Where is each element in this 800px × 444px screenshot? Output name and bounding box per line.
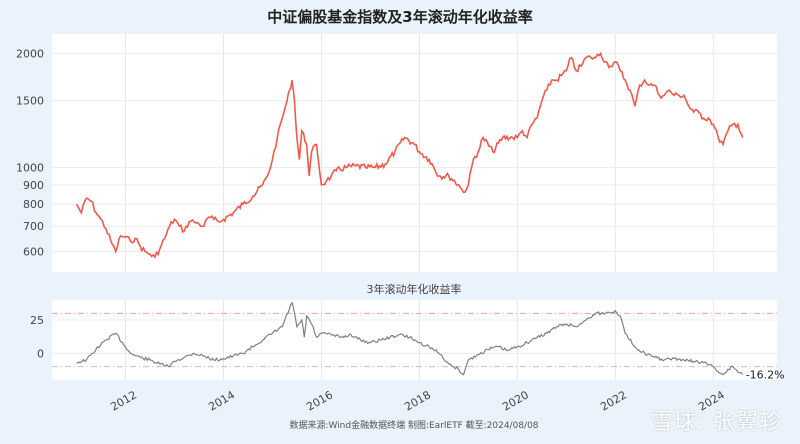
main-y-tick-label: 1500 <box>16 95 44 108</box>
x-tick-label: 2014 <box>206 388 237 413</box>
x-tick-label: 2016 <box>304 388 335 413</box>
index-line <box>75 51 744 259</box>
end-value-label: -16.2% <box>746 369 785 382</box>
sub-y-tick-label: 25 <box>30 314 44 327</box>
main-y-tick-label: 2000 <box>16 47 44 60</box>
main-y-axis: 600 700 800 900 1000 1500 2000 <box>16 47 44 258</box>
main-y-tick-label: 900 <box>23 179 44 192</box>
x-tick-label: 2022 <box>598 388 629 413</box>
sub-chart-title: 3年滚动年化收益率 <box>367 282 462 296</box>
watermark: 雪球: 张翼轸 <box>650 410 782 435</box>
sub-y-tick-label: 0 <box>37 347 44 360</box>
main-grid <box>52 34 777 272</box>
x-tick-label: 2012 <box>108 388 139 413</box>
x-tick-label: 2018 <box>402 388 433 413</box>
main-y-tick-label: 1000 <box>16 161 44 174</box>
main-y-tick-label: 800 <box>23 198 44 211</box>
main-chart-title: 中证偏股基金指数及3年滚动年化收益率 <box>267 8 532 26</box>
x-tick-label: 2020 <box>500 388 531 413</box>
main-y-tick-label: 600 <box>23 246 44 259</box>
sub-y-axis: 0 25 <box>30 314 44 360</box>
rolling-return-line <box>76 301 744 376</box>
main-plot-area <box>52 34 777 272</box>
x-axis: 2012 2014 2016 2018 2020 2022 2024 <box>108 388 727 413</box>
footer-source: 数据来源:Wind金融数据终端 制图:EarlETF 截至:2024/08/08 <box>289 419 538 431</box>
main-y-tick-label: 700 <box>23 220 44 233</box>
